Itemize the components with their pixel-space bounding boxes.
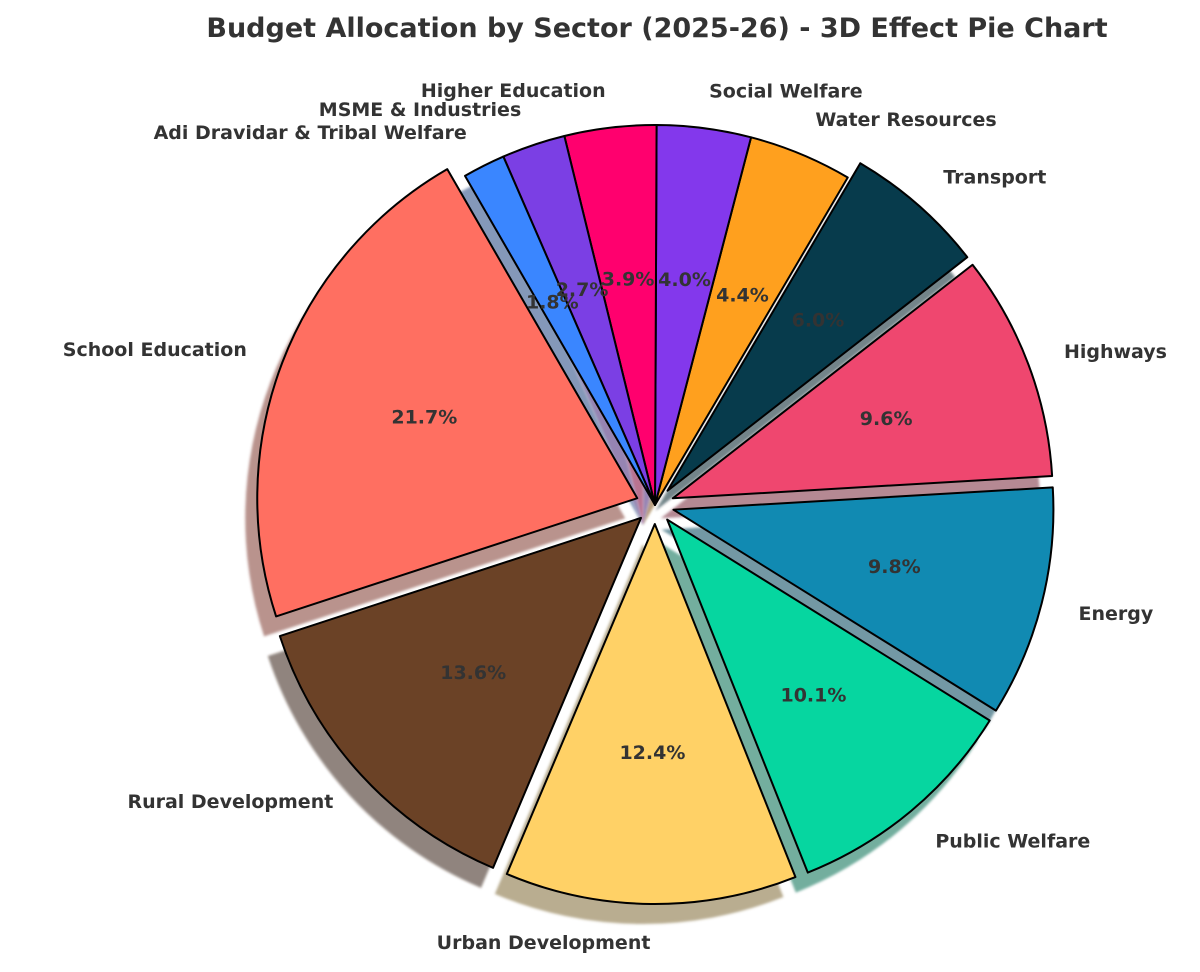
pct-label-social-welfare: 4.0% [658,269,711,291]
pct-label-public-welfare: 10.1% [780,684,846,706]
category-label-social-welfare: Social Welfare [709,81,862,103]
slice-rural-development [278,516,643,869]
category-label-adi-dravidar-and-tribal-welfare: Adi Dravidar & Tribal Welfare [154,122,467,144]
pct-label-water-resources: 4.4% [716,284,769,306]
category-label-higher-education: Higher Education [421,80,606,102]
pct-label-rural-development: 13.6% [440,662,506,684]
pct-label-highways: 9.6% [860,408,913,430]
category-label-urban-development: Urban Development [437,932,651,954]
pct-label-transport: 6.0% [792,309,845,331]
slice-school-education [256,168,639,618]
category-labels: School Education Rural Development Urban D… [63,80,1167,954]
category-label-highways: Highways [1064,341,1167,363]
category-label-water-resources: Water Resources [815,109,996,131]
slice-transport [666,162,969,492]
slice-highways [671,263,1054,500]
slice-energy [672,486,1055,712]
category-label-school-education: School Education [63,339,247,361]
slice-urban-development [505,522,797,905]
pct-label-school-education: 21.7% [391,407,457,429]
category-label-rural-development: Rural Development [127,791,333,813]
pct-label-higher-education: 3.9% [602,269,655,291]
pct-label-urban-development: 12.4% [619,742,685,764]
category-label-energy: Energy [1078,603,1153,625]
slice-public-welfare [666,518,991,874]
chart-title: Budget Allocation by Sector (2025-26) - … [206,13,1107,44]
percentage-labels: 21.7% 13.6% 12.4% 10.1% 9.8% 9.6% 6.0% 4.4%4.0%… [391,269,920,764]
category-label-transport: Transport [943,167,1046,189]
slice-adi-dravidar-and-tribal-welfare [464,155,656,506]
pct-label-energy: 9.8% [868,556,921,578]
category-label-public-welfare: Public Welfare [935,830,1090,852]
pie-slices [256,124,1055,905]
category-label-msme-and-industries: MSME & Industries [319,99,521,121]
pct-label-adi-dravidar-and-tribal-welfare: 1.8% [526,291,579,313]
pct-label-msme-and-industries: 2.7% [556,279,609,301]
